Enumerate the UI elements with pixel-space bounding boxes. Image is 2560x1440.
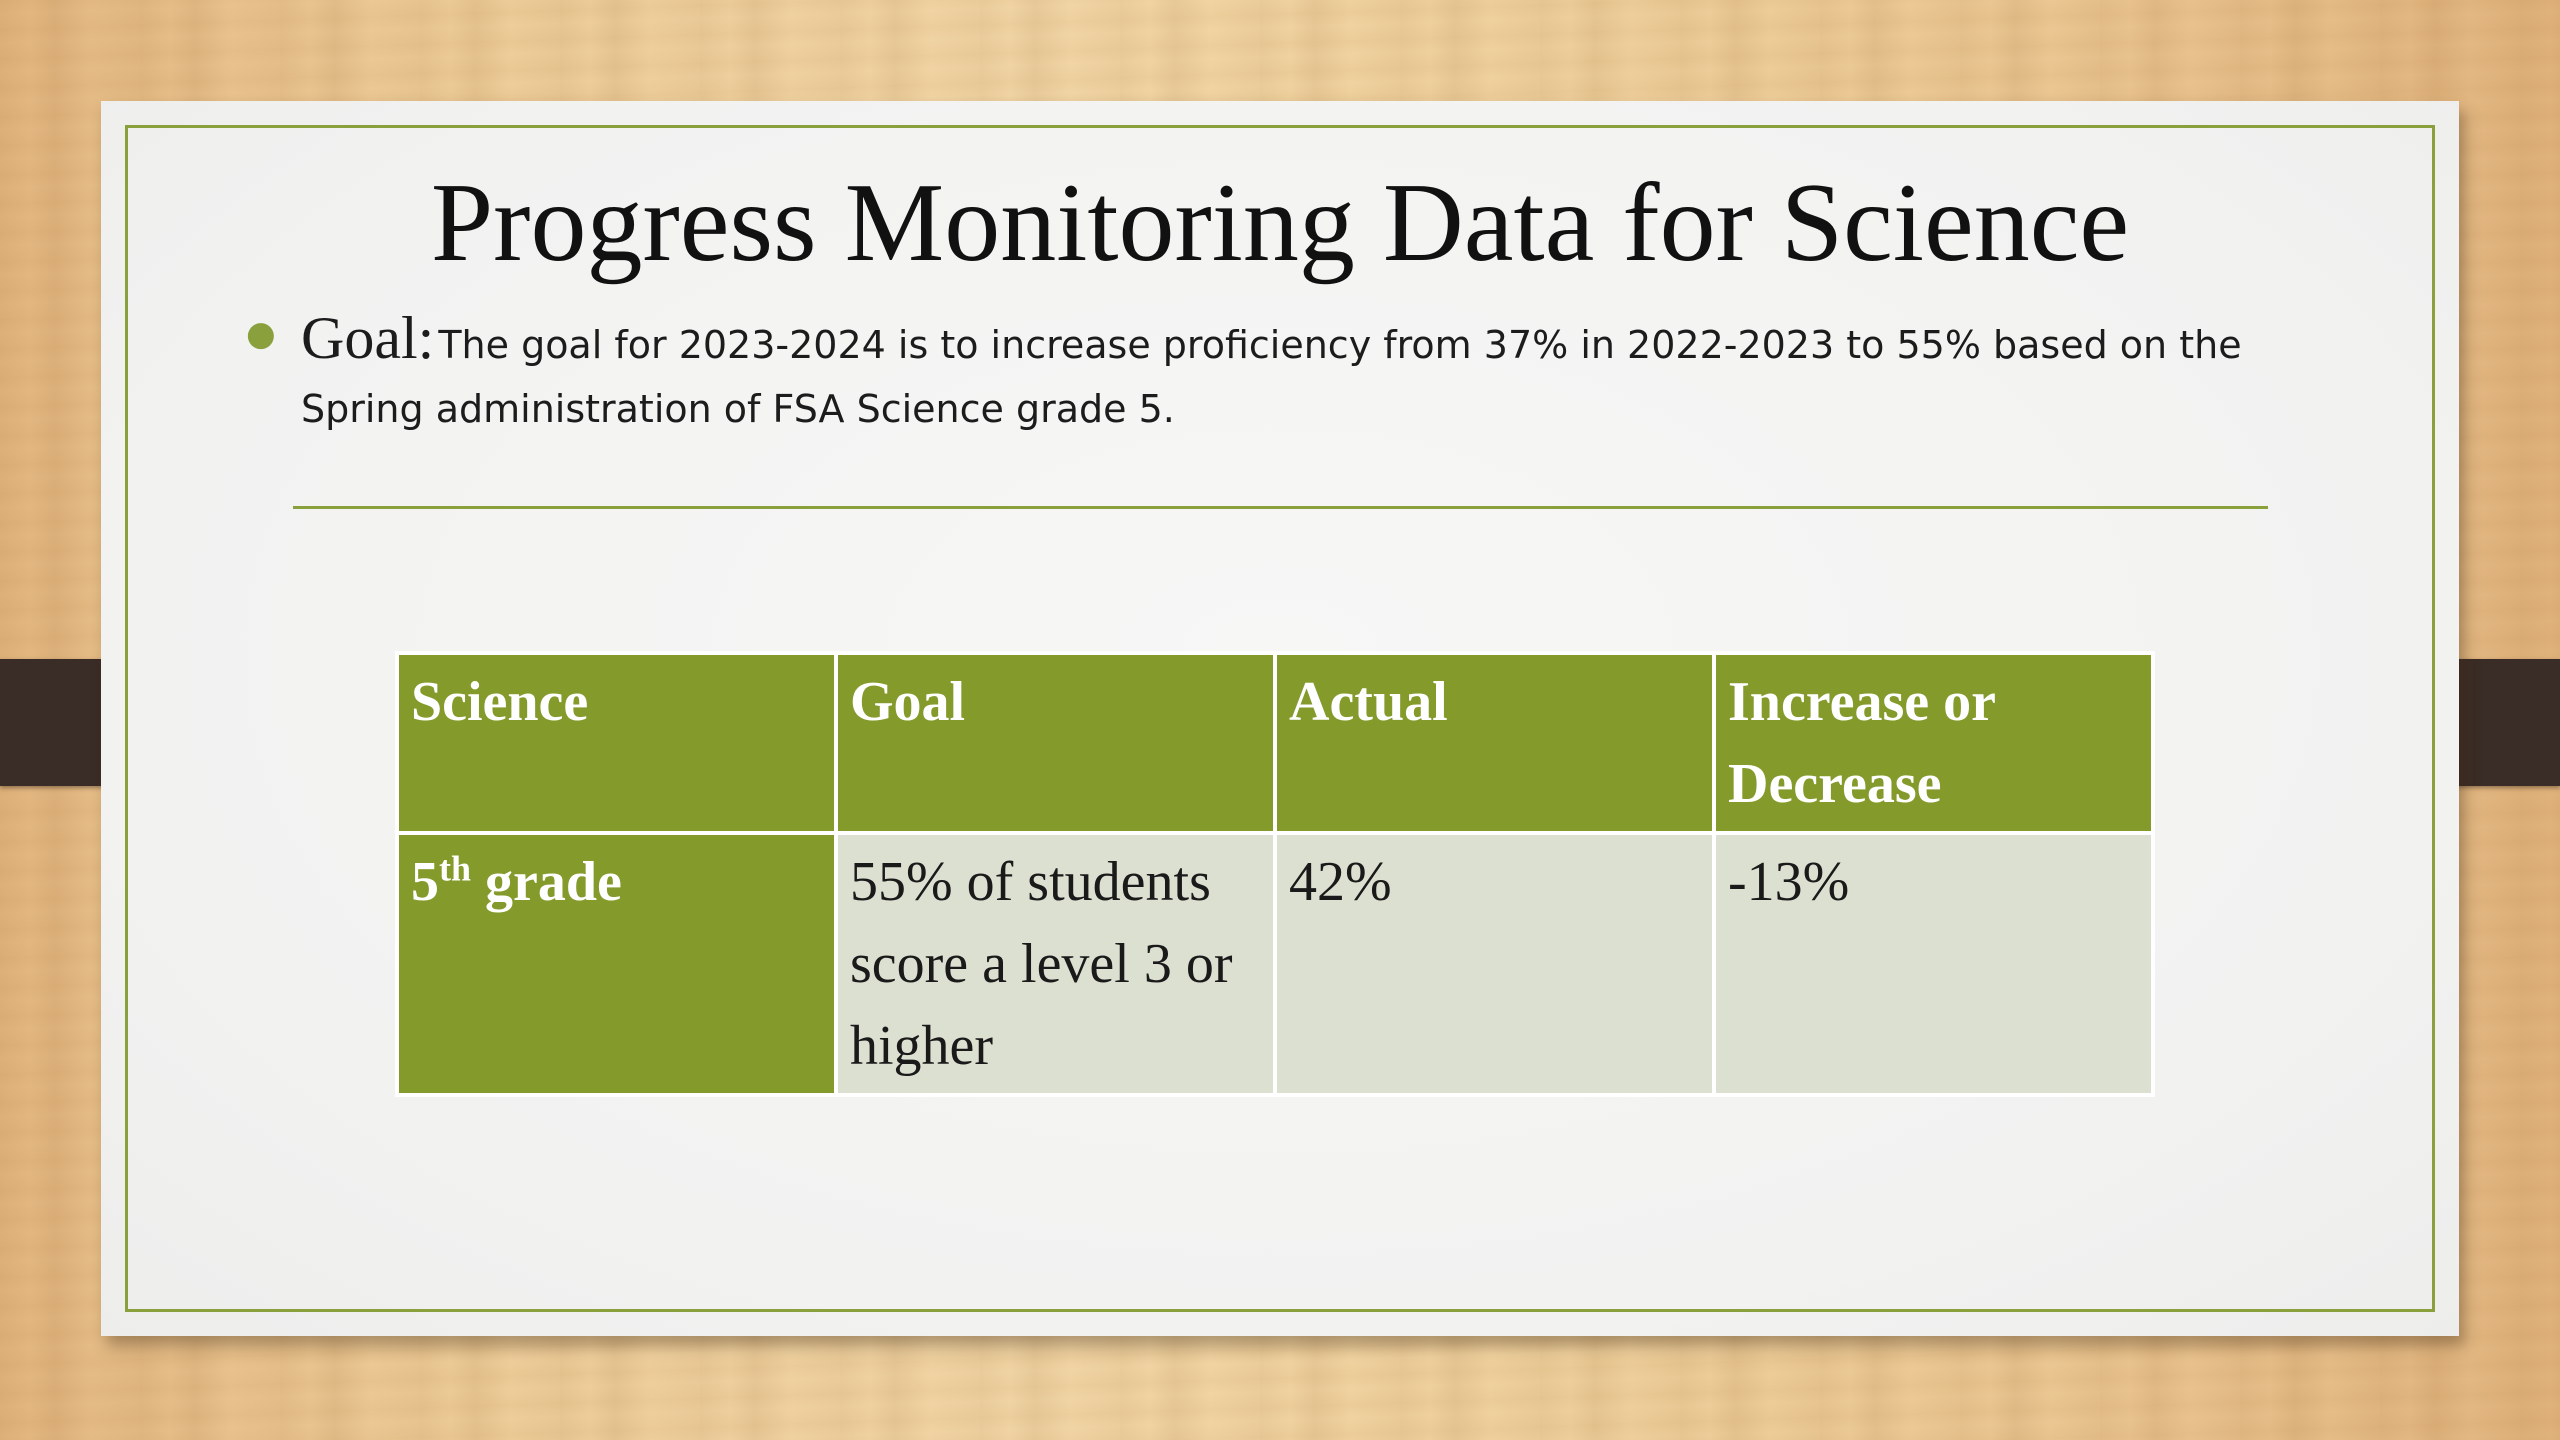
goal-text: The goal for 2023-2024 is to increase pr… <box>301 323 2242 431</box>
goal-bullet: ● Goal: The goal for 2023-2024 is to inc… <box>246 304 2301 441</box>
divider <box>293 506 2268 509</box>
header-science: Science <box>395 651 838 835</box>
slide: Progress Monitoring Data for Science ● G… <box>101 101 2459 1336</box>
goal-label: Goal: <box>301 305 435 371</box>
grade-number: 5 <box>411 851 439 913</box>
header-actual: Actual <box>1273 651 1716 835</box>
header-increase-decrease: Increase or Decrease <box>1712 651 2155 835</box>
slide-border <box>125 125 2435 1312</box>
table-header-row: Science Goal Actual Increase or Decrease <box>395 651 2155 835</box>
change-cell: -13% <box>1712 831 2155 1097</box>
actual-cell: 42% <box>1273 831 1716 1097</box>
bullet-dot-icon: ● <box>246 314 276 354</box>
table-row: 5th grade 55% of students score a level … <box>395 831 2155 1097</box>
grade-word: grade <box>485 851 622 913</box>
progress-table: Science Goal Actual Increase or Decrease… <box>395 651 2155 1097</box>
goal-cell: 55% of students score a level 3 or highe… <box>834 831 1277 1097</box>
slide-title: Progress Monitoring Data for Science <box>430 161 2130 285</box>
grade-suffix: th <box>439 848 472 889</box>
header-goal: Goal <box>834 651 1277 835</box>
grade-cell: 5th grade <box>395 831 838 1097</box>
